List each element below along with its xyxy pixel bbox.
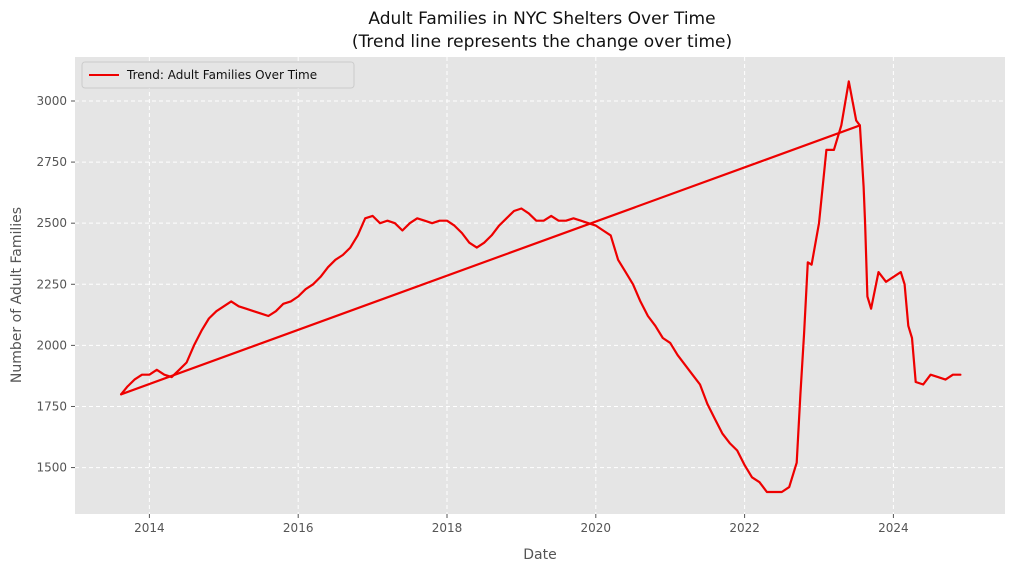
y-tick-label: 2750 xyxy=(36,155,67,169)
y-axis-ticks: 1500 1750 2000 2250 2500 2750 3000 xyxy=(36,94,75,475)
x-tick-label: 2020 xyxy=(581,521,612,535)
x-tick-label: 2024 xyxy=(878,521,909,535)
chart-subtitle: (Trend line represents the change over t… xyxy=(352,32,732,52)
x-tick-label: 2016 xyxy=(283,521,314,535)
x-axis-label: Date xyxy=(523,547,556,563)
legend-box xyxy=(81,61,355,89)
legend-label-trend: Trend: Adult Families Over Time xyxy=(126,68,317,82)
adult-families-line xyxy=(119,80,962,494)
x-tick-label: 2022 xyxy=(729,521,760,535)
trend-line xyxy=(119,124,862,396)
y-tick-label: 3000 xyxy=(36,94,67,108)
grid xyxy=(75,57,1005,514)
chart-title: Adult Families in NYC Shelters Over Time xyxy=(368,9,715,29)
x-tick-label: 2018 xyxy=(432,521,463,535)
x-axis-ticks: 2014 2016 2018 2020 2022 2024 xyxy=(134,514,909,535)
series-group xyxy=(119,80,962,494)
y-tick-label: 2250 xyxy=(36,277,67,291)
plot-area xyxy=(75,57,1005,514)
y-axis-label: Number of Adult Families xyxy=(9,207,25,383)
y-tick-label: 1500 xyxy=(36,461,67,475)
legend: Trend: Adult Families Over Time xyxy=(81,61,355,89)
y-tick-label: 2000 xyxy=(36,338,67,352)
y-tick-label: 2500 xyxy=(36,216,67,230)
y-tick-label: 1750 xyxy=(36,399,67,413)
x-tick-label: 2014 xyxy=(134,521,165,535)
